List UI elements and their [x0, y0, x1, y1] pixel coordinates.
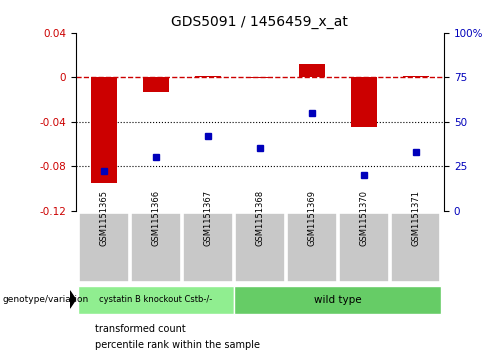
FancyBboxPatch shape [79, 213, 129, 282]
Bar [91, 77, 117, 183]
Text: GSM1151365: GSM1151365 [100, 190, 109, 246]
Bar [247, 77, 273, 78]
FancyBboxPatch shape [235, 213, 285, 282]
Bar [403, 76, 428, 77]
Text: GSM1151368: GSM1151368 [255, 190, 264, 246]
FancyBboxPatch shape [78, 286, 234, 314]
Text: GSM1151371: GSM1151371 [411, 190, 420, 246]
Title: GDS5091 / 1456459_x_at: GDS5091 / 1456459_x_at [171, 15, 348, 29]
Bar [143, 77, 169, 91]
Text: GSM1151366: GSM1151366 [152, 190, 161, 246]
Text: GSM1151367: GSM1151367 [203, 190, 212, 246]
FancyBboxPatch shape [234, 286, 442, 314]
FancyBboxPatch shape [339, 213, 388, 282]
FancyBboxPatch shape [390, 213, 441, 282]
Text: wild type: wild type [314, 295, 362, 305]
Text: genotype/variation: genotype/variation [2, 295, 89, 304]
Bar [351, 77, 377, 127]
Polygon shape [70, 291, 76, 308]
Bar [195, 76, 221, 77]
FancyBboxPatch shape [287, 213, 337, 282]
Text: percentile rank within the sample: percentile rank within the sample [95, 340, 260, 350]
Text: GSM1151370: GSM1151370 [359, 190, 368, 246]
FancyBboxPatch shape [131, 213, 181, 282]
Text: cystatin B knockout Cstb-/-: cystatin B knockout Cstb-/- [100, 295, 213, 304]
FancyBboxPatch shape [183, 213, 233, 282]
Bar [299, 64, 325, 77]
Text: GSM1151369: GSM1151369 [307, 190, 316, 246]
Text: transformed count: transformed count [95, 323, 186, 334]
